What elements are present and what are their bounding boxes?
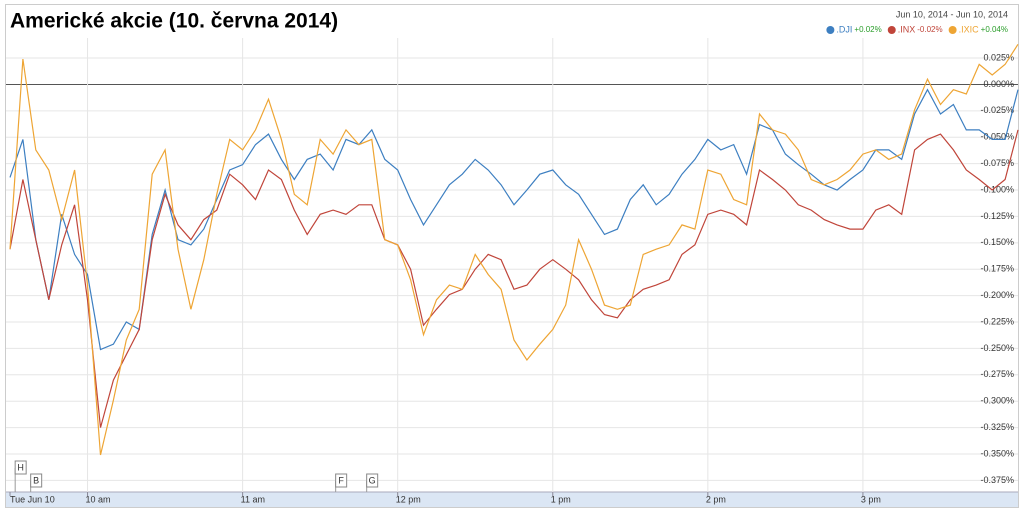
y-tick-label: -0.250% — [980, 343, 1014, 353]
frame — [5, 4, 1019, 508]
series-line — [9, 43, 1019, 456]
legend-name: .DJI — [836, 24, 852, 34]
y-tick-label: -0.350% — [980, 448, 1014, 458]
legend-name: .IXIC — [959, 24, 980, 34]
legend-change: +0.04% — [981, 25, 1008, 34]
flag-box — [14, 460, 27, 475]
series-line — [9, 88, 1019, 351]
y-tick-label: -0.100% — [980, 184, 1014, 194]
date-range: Jun 10, 2014 - Jun 10, 2014 — [896, 9, 1008, 19]
y-tick-label: 0.025% — [983, 52, 1014, 62]
x-tick-label: 10 am — [86, 494, 111, 504]
flag-label: F — [338, 475, 344, 485]
x-tick-label: 2 pm — [706, 494, 726, 504]
y-tick-label: -0.200% — [980, 290, 1014, 300]
y-tick-label: 0.000% — [983, 79, 1014, 89]
flag-label: B — [33, 475, 39, 485]
legend: +0.04%.IXIC -0.02%.INX +0.02%.DJI — [826, 24, 1008, 34]
flag-box — [30, 473, 43, 488]
y-tick-label: -0.125% — [980, 211, 1014, 221]
y-tick-label: -0.050% — [980, 132, 1014, 142]
legend-swatch — [948, 26, 957, 34]
series-line — [9, 129, 1019, 428]
x-tick-label: 1 pm — [551, 494, 571, 504]
y-tick-label: -0.300% — [980, 396, 1014, 406]
y-tick-label: -0.025% — [980, 105, 1014, 115]
y-tick-label: -0.375% — [980, 475, 1014, 485]
x-tick-label: 3 pm — [861, 494, 881, 504]
flag-label: H — [17, 462, 24, 472]
y-tick-label: -0.275% — [980, 369, 1014, 379]
y-tick-label: -0.075% — [980, 158, 1014, 168]
x-tick-label: 12 pm — [396, 494, 421, 504]
y-tick-label: -0.175% — [980, 264, 1014, 274]
legend-change: +0.02% — [854, 25, 881, 34]
legend-swatch — [826, 26, 835, 34]
x-tick-label: 11 am — [241, 494, 265, 504]
x-axis-band — [6, 492, 1018, 507]
flag-box — [366, 473, 379, 488]
y-tick-label: -0.150% — [980, 237, 1014, 247]
legend-name: .INX — [898, 24, 916, 34]
flag-label: G — [369, 475, 376, 485]
legend-swatch — [887, 26, 896, 34]
y-tick-label: -0.225% — [980, 316, 1014, 326]
legend-change: -0.02% — [917, 25, 942, 34]
flag-box — [335, 473, 348, 488]
chart-title: Americké akcie (10. června 2014) — [10, 10, 338, 33]
y-tick-label: -0.325% — [980, 422, 1014, 432]
x-tick-label: Tue Jun 10 — [10, 494, 55, 504]
